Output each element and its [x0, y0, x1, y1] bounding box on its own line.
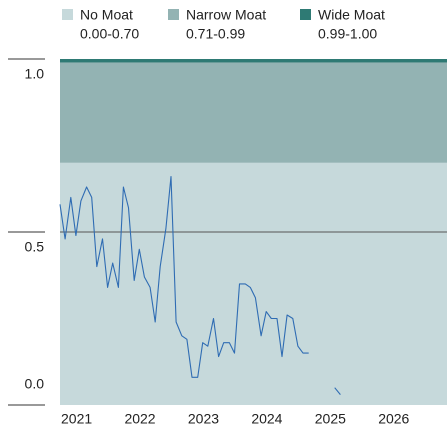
- x-tick-label: 2023: [188, 411, 219, 427]
- y-tick-label: 0.0: [25, 376, 45, 392]
- legend-swatch: [168, 9, 179, 20]
- legend-name: Narrow Moat: [186, 7, 266, 23]
- series-line: [334, 387, 341, 395]
- x-tick-label: 2024: [251, 411, 282, 427]
- legend-range: 0.99-1.00: [318, 26, 377, 42]
- moat-band: [60, 162, 447, 405]
- y-tick-label: 1.0: [25, 66, 45, 82]
- x-tick-label: 2025: [315, 411, 346, 427]
- legend-range: 0.00-0.70: [80, 26, 139, 42]
- y-tick-label: 0.5: [25, 239, 45, 255]
- moat-band: [60, 62, 447, 163]
- legend-swatch: [62, 9, 73, 20]
- legend-swatch: [300, 9, 311, 20]
- legend-name: Wide Moat: [318, 7, 385, 23]
- legend-range: 0.71-0.99: [186, 26, 245, 42]
- legend-name: No Moat: [80, 7, 133, 23]
- x-tick-label: 2021: [61, 411, 92, 427]
- series-line: [59, 176, 309, 378]
- moat-band: [60, 59, 447, 63]
- x-tick-label: 2022: [124, 411, 155, 427]
- x-tick-label: 2026: [378, 411, 409, 427]
